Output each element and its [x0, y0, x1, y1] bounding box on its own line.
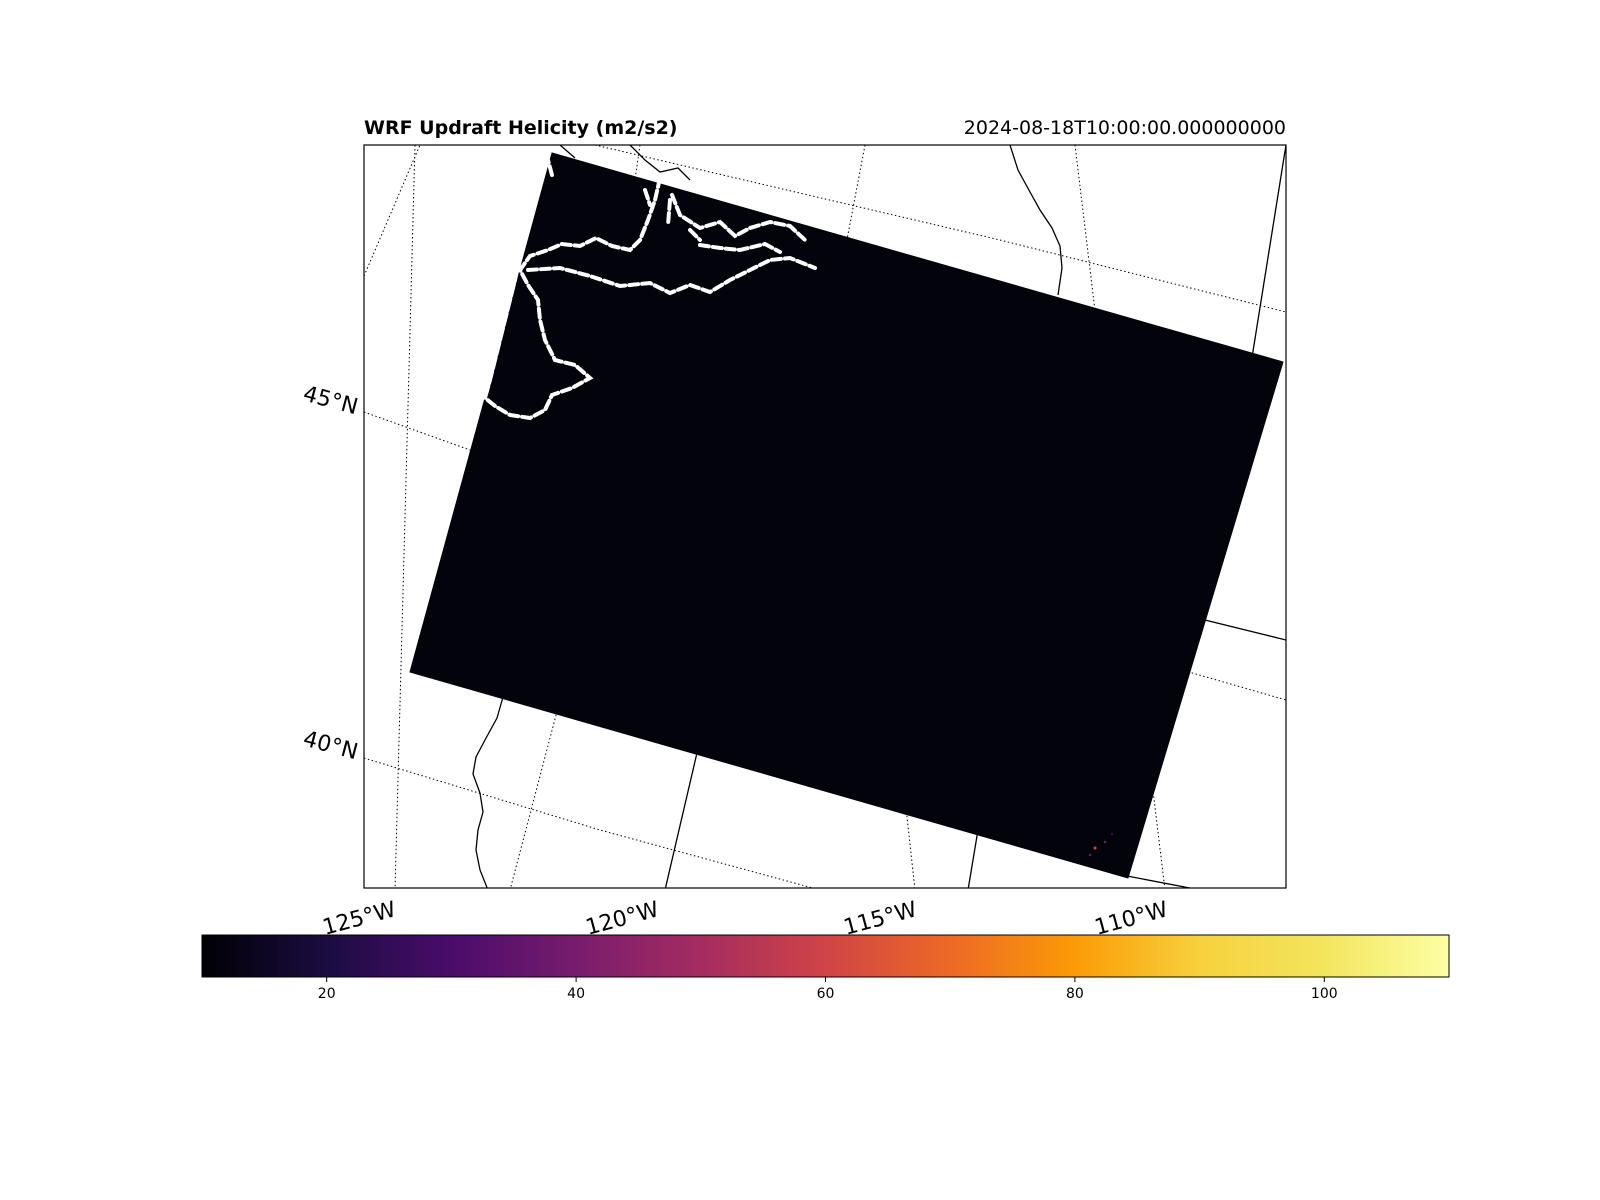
helicity-hotspots [1089, 833, 1113, 856]
utah-border [664, 739, 701, 888]
colorbar-gradient [201, 934, 1450, 978]
colorbar-tick-label: 80 [1066, 986, 1084, 1002]
idaho-border [1009, 145, 1063, 296]
map-area [364, 145, 1286, 888]
parallel-top-left [364, 145, 421, 277]
lat-label-40n: 40°N [300, 727, 360, 766]
map-frame [363, 144, 1287, 889]
colorbar-ticks: 20 40 60 80 100 [318, 977, 1338, 1002]
colorbar-tick-label: 100 [1311, 986, 1338, 1002]
colorbar: 20 40 60 80 100 [201, 934, 1450, 1002]
model-domain-field [409, 152, 1284, 879]
meridian-125w [394, 145, 416, 888]
colorbar-tick-label: 20 [318, 986, 336, 1002]
colorbar-tick-label: 60 [817, 986, 835, 1002]
lon-label-120w: 120°W [583, 897, 662, 941]
plot-title: WRF Updraft Helicity (m2/s2) [364, 117, 678, 139]
parallel-40n [364, 757, 815, 888]
coastline-overlay [483, 158, 817, 421]
parallel-north [594, 145, 1286, 313]
valid-time: 2024-08-18T10:00:00.000000000 [963, 117, 1286, 139]
lon-label-115w: 115°W [841, 897, 920, 941]
lon-label-125w: 125°W [320, 897, 399, 941]
utah-nevada [967, 829, 979, 888]
lat-label-45n: 45°N [300, 382, 360, 421]
coast-north [559, 145, 691, 181]
lon-label-110w: 110°W [1092, 897, 1171, 941]
colorbar-tick-label: 40 [567, 986, 585, 1002]
coastline [472, 689, 506, 888]
